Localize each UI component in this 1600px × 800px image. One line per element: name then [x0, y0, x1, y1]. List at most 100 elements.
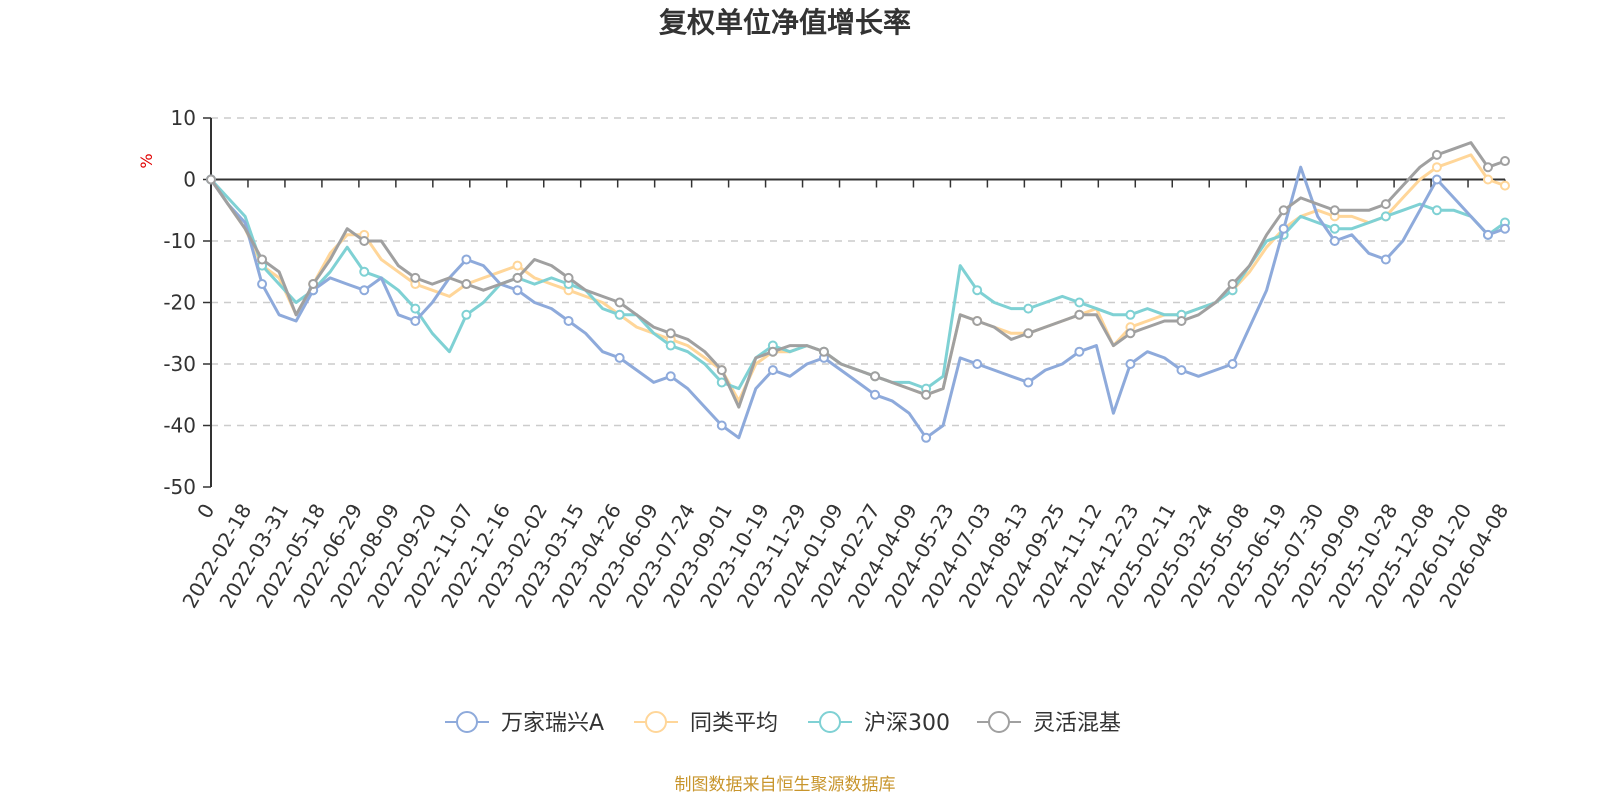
series-line: [209, 141, 1506, 409]
series-point: [1125, 328, 1136, 339]
series-point: [1329, 223, 1340, 234]
series-point: [1125, 359, 1136, 369]
y-axis-ticks: 10 0 -10 -20 -30 -40 -50: [163, 106, 211, 499]
series-point: [614, 352, 625, 363]
series-point: [870, 371, 881, 382]
series-point: [1023, 303, 1034, 314]
series-point: [1431, 174, 1442, 185]
legend-label: 沪深300: [864, 711, 950, 736]
legend-marker: [988, 711, 1010, 733]
series-point: [1380, 199, 1391, 210]
y-tick-label: -10: [163, 229, 196, 253]
series-point: [1278, 223, 1289, 234]
legend-item[interactable]: 万家瑞兴A: [445, 711, 604, 736]
series-point: [972, 285, 983, 296]
series-point: [359, 236, 370, 246]
series-point: [767, 346, 778, 357]
series-point: [461, 254, 472, 265]
series-point: [512, 260, 523, 271]
series-line: [209, 178, 1506, 391]
series-point: [921, 389, 932, 400]
series-point: [716, 377, 727, 388]
legend-item[interactable]: 同类平均: [634, 711, 778, 736]
legend-marker: [819, 711, 841, 733]
series-point: [1380, 211, 1391, 222]
y-tick-label: -30: [163, 352, 196, 376]
series-point: [308, 279, 319, 290]
legend-label: 灵活混基: [1033, 711, 1121, 736]
x-tick-label: 0: [192, 500, 219, 523]
series-point: [1074, 309, 1085, 320]
series-point: [1329, 205, 1340, 216]
series-point: [512, 285, 523, 296]
legend-marker: [645, 711, 667, 733]
series-point: [614, 297, 625, 308]
series-point: [1482, 174, 1493, 185]
series-point: [359, 285, 370, 296]
legend: 万家瑞兴A 同类平均 沪深300 灵活混基: [445, 711, 1121, 736]
series-point: [1482, 162, 1493, 173]
series-point: [1329, 236, 1340, 246]
series-point: [1500, 223, 1510, 234]
series-point: [410, 303, 421, 314]
series-point: [1074, 297, 1085, 308]
legend-item[interactable]: 沪深300: [808, 711, 950, 736]
series-point: [1176, 315, 1187, 326]
series-point: [614, 309, 625, 320]
series-point: [563, 315, 574, 326]
series-point: [461, 279, 472, 290]
series-point: [716, 420, 727, 431]
series-point: [665, 340, 676, 351]
series-line: [209, 165, 1506, 440]
series-point: [767, 365, 778, 376]
y-tick-label: -50: [163, 475, 196, 499]
series-point: [1500, 156, 1510, 167]
series-point: [1125, 309, 1136, 320]
series-point: [1431, 162, 1442, 173]
series-point: [1500, 180, 1510, 191]
legend-label: 万家瑞兴A: [501, 711, 604, 736]
series-point: [1023, 328, 1034, 339]
y-tick-label: 10: [171, 106, 196, 130]
y-tick-label: -20: [163, 291, 196, 315]
series-point: [1431, 205, 1442, 216]
series-point: [257, 254, 268, 265]
series-lines: [206, 141, 1510, 443]
chart-title: 复权单位净值增长率: [659, 6, 911, 39]
series-point: [972, 359, 983, 369]
series-point: [818, 346, 829, 357]
series-point: [461, 309, 472, 320]
legend-label: 同类平均: [690, 711, 778, 736]
series-point: [1176, 365, 1187, 376]
series-point: [1380, 254, 1391, 265]
axes: [210, 118, 1505, 487]
series-point: [563, 272, 574, 283]
series-point: [665, 328, 676, 339]
y-axis-unit: %: [137, 153, 156, 168]
y-tick-label: 0: [183, 168, 196, 192]
series-point: [1023, 377, 1034, 388]
series-point: [1227, 359, 1238, 369]
series-point: [1278, 205, 1289, 216]
series-point: [410, 315, 421, 326]
legend-marker: [456, 711, 478, 733]
series-point: [870, 389, 881, 400]
series-point: [410, 272, 421, 283]
series-point: [257, 279, 268, 290]
series-point: [1227, 279, 1238, 290]
series-point: [1074, 346, 1085, 357]
x-axis-ticks: 02022-02-182022-03-312022-05-182022-06-2…: [177, 179, 1513, 612]
series-point: [1431, 149, 1442, 160]
series-point: [512, 272, 523, 283]
series-point: [1482, 229, 1493, 240]
series-point: [206, 174, 216, 185]
series-point: [972, 315, 983, 326]
data-source-note: 制图数据来自恒生聚源数据库: [675, 775, 896, 795]
series-line: [209, 153, 1506, 403]
y-tick-label: -40: [163, 414, 196, 438]
legend-item[interactable]: 灵活混基: [977, 711, 1121, 736]
series-point: [359, 266, 370, 277]
series-point: [716, 365, 727, 376]
series-point: [921, 432, 932, 443]
